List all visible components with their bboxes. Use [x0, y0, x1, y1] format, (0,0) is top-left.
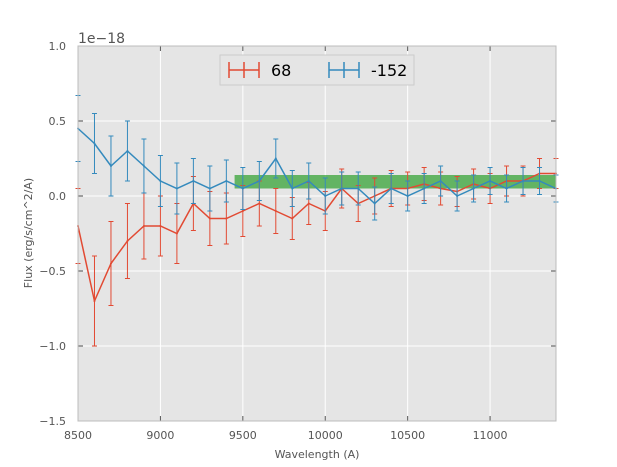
- data-point: [472, 187, 475, 190]
- data-point: [291, 217, 294, 220]
- x-tick-label: 9500: [229, 429, 257, 442]
- data-point: [208, 187, 211, 190]
- data-point: [175, 232, 178, 235]
- x-tick-label: 8500: [64, 429, 92, 442]
- x-tick-label: 9000: [146, 429, 174, 442]
- data-point: [357, 187, 360, 190]
- data-point: [109, 165, 112, 167]
- data-point: [225, 217, 228, 220]
- data-point: [159, 225, 162, 227]
- plot-area: [78, 46, 556, 421]
- data-point: [225, 180, 228, 182]
- data-point: [373, 202, 376, 205]
- y-tick-label: 0.5: [49, 115, 67, 128]
- data-point: [324, 195, 327, 197]
- data-point: [505, 187, 508, 190]
- data-point: [192, 180, 195, 182]
- x-tick-label: 10000: [308, 429, 343, 442]
- data-point: [93, 300, 96, 302]
- data-point: [175, 187, 178, 190]
- data-point: [142, 225, 145, 227]
- x-tick-label: 10500: [390, 429, 425, 442]
- data-point: [423, 187, 426, 190]
- x-axis-title: Wavelength (A): [275, 448, 360, 461]
- series-line: [77, 127, 557, 205]
- tick-layer: 8500 9000 9500 10000 10500 11000 −1.5 −1.0 −0.5 0…: [39, 40, 557, 442]
- data-point: [274, 210, 277, 212]
- data-point: [307, 202, 310, 205]
- y-tick-label: −1.0: [39, 340, 66, 353]
- data-point: [126, 240, 129, 242]
- legend: 68 -152: [219, 54, 415, 86]
- y-offset-label: 1e−18: [78, 31, 125, 47]
- series-line: [77, 172, 556, 304]
- data-point: [159, 180, 162, 182]
- data-point: [456, 195, 459, 197]
- series-layer: [75, 95, 559, 347]
- data-point: [406, 195, 409, 197]
- data-point: [126, 150, 129, 152]
- data-point: [241, 210, 244, 212]
- data-point: [109, 262, 112, 265]
- legend-label-68: 68: [271, 61, 291, 80]
- legend-label-minus-152: -152: [371, 61, 407, 80]
- data-point: [291, 187, 294, 190]
- data-point: [538, 180, 541, 182]
- data-point: [522, 180, 525, 182]
- legend-marker-1: [328, 62, 360, 78]
- data-point: [307, 180, 310, 182]
- plot-frame: [77, 45, 557, 422]
- data-point: [274, 157, 277, 160]
- y-tick-label: −0.5: [39, 265, 66, 278]
- data-point: [93, 142, 96, 145]
- y-axis-title: Flux (erg/s/cm^2/A): [22, 178, 35, 288]
- x-tick-label: 11000: [473, 429, 508, 442]
- series-1: [75, 95, 559, 221]
- data-point: [208, 217, 211, 220]
- data-point: [340, 187, 343, 190]
- y-tick-label: −1.5: [39, 415, 66, 428]
- data-point: [258, 202, 261, 205]
- y-tick-label: 1.0: [49, 40, 67, 53]
- legend-marker-0: [228, 62, 260, 78]
- data-point: [142, 165, 145, 167]
- data-point: [390, 187, 393, 190]
- data-point: [258, 180, 261, 182]
- data-point: [241, 187, 244, 190]
- y-tick-label: 0.0: [49, 190, 67, 203]
- data-point: [489, 180, 492, 182]
- data-point: [439, 180, 442, 182]
